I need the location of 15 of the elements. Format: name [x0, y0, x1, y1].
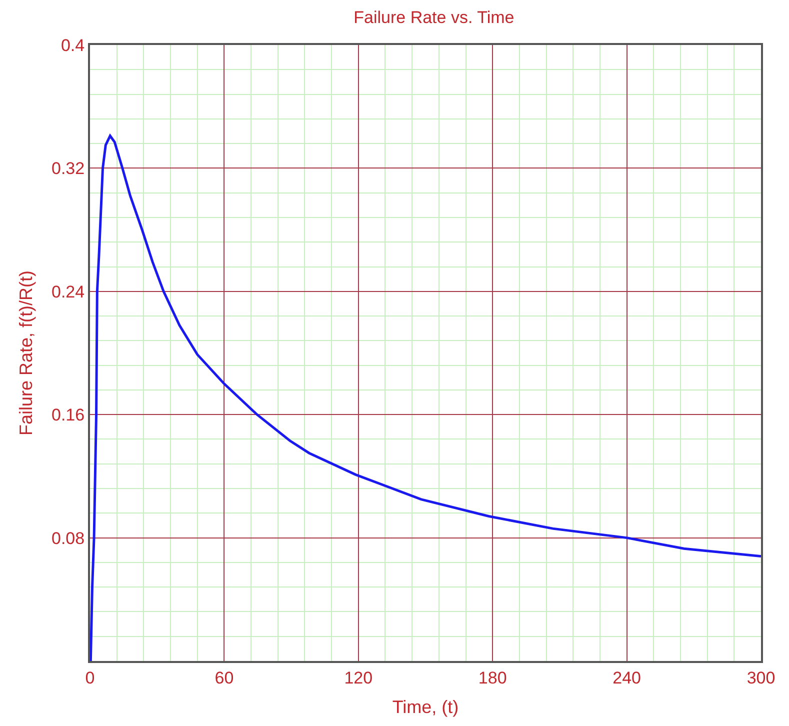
- line-series: [90, 134, 761, 661]
- chart-title: Failure Rate vs. Time: [354, 8, 514, 27]
- y-tick-label: 0.16: [52, 406, 85, 425]
- x-tick-label: 180: [478, 668, 507, 688]
- y-tick-label: 0.08: [52, 528, 85, 548]
- y-tick-label: 0.24: [52, 282, 85, 302]
- x-tick-label: 60: [214, 668, 234, 688]
- x-tick-label: 120: [344, 668, 373, 688]
- x-tick-label: 240: [612, 668, 641, 688]
- x-tick-label: 0: [85, 668, 95, 688]
- y-tick-label: 0.32: [52, 159, 85, 178]
- x-axis-title: Time, (t): [392, 697, 459, 717]
- y-tick-label: 0.4: [60, 36, 85, 55]
- x-tick-label: 300: [746, 668, 776, 688]
- y-axis-title: Failure Rate, f(t)/R(t): [16, 270, 36, 436]
